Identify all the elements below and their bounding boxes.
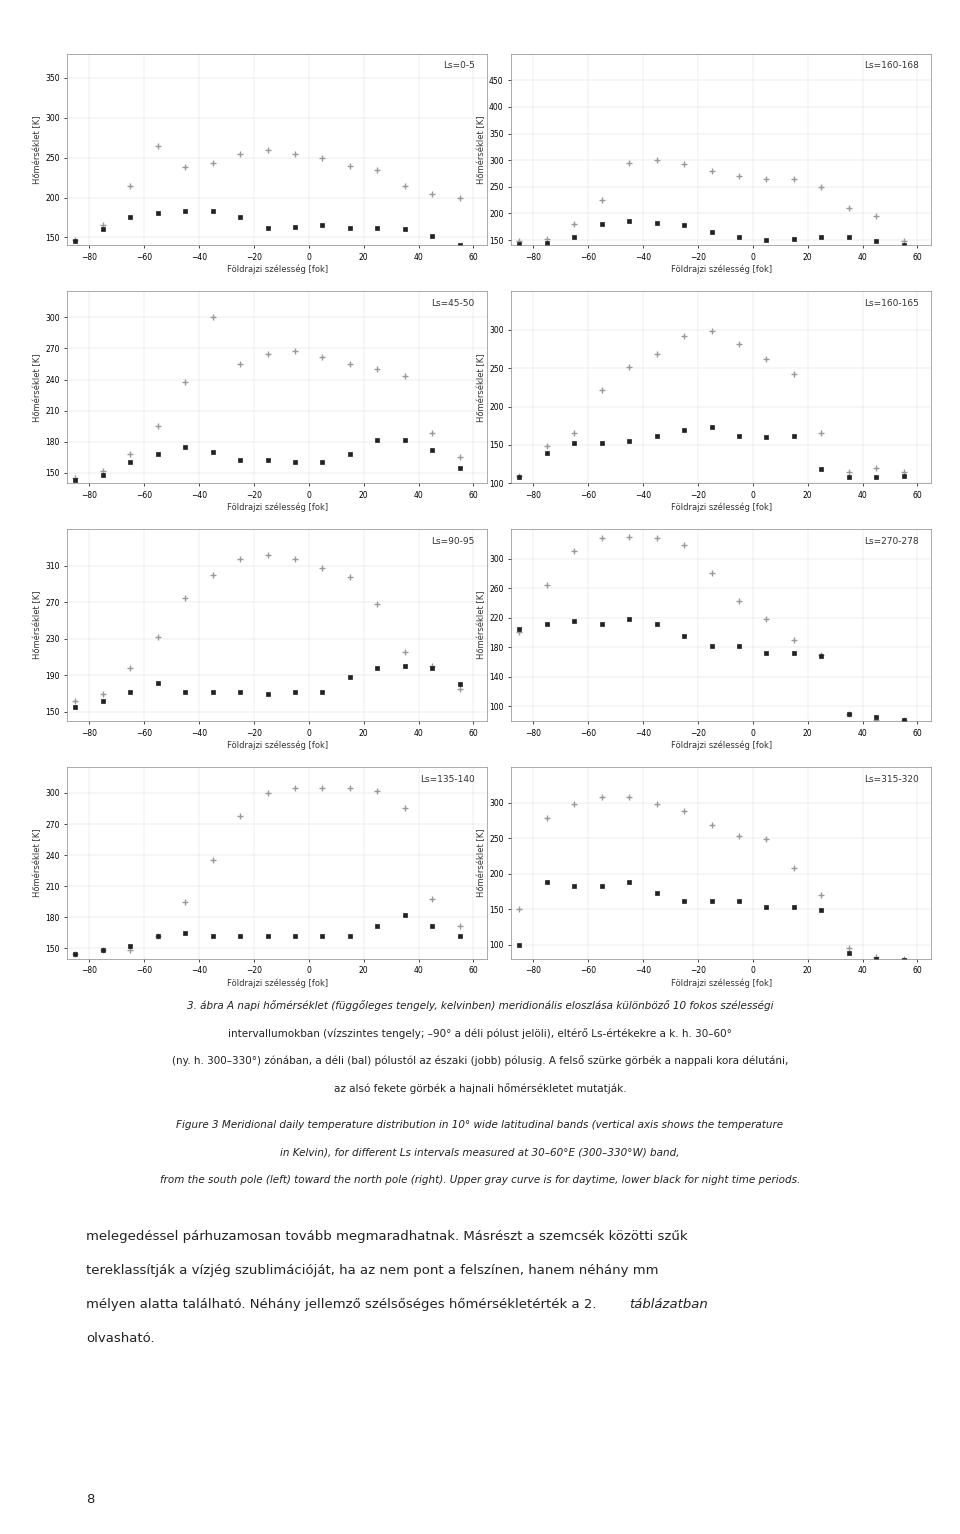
Text: Ls=270-278: Ls=270-278: [864, 537, 919, 546]
Text: Ls=160-168: Ls=160-168: [864, 61, 919, 71]
Text: 3. ábra A napi hőmérséklet (függőleges tengely, kelvinben) meridionális eloszlás: 3. ábra A napi hőmérséklet (függőleges t…: [187, 1000, 773, 1011]
Y-axis label: Hőmérséklet [K]: Hőmérséklet [K]: [477, 591, 486, 660]
X-axis label: Földrajzi szélesség [fok]: Földrajzi szélesség [fok]: [227, 979, 327, 988]
Y-axis label: Hőmérséklet [K]: Hőmérséklet [K]: [34, 353, 42, 422]
Text: in Kelvin), for different Ls intervals measured at 30–60°E (300–330°W) band,: in Kelvin), for different Ls intervals m…: [280, 1147, 680, 1158]
Text: mélyen alatta található. Néhány jellemző szélsőséges hőmérsékletérték a 2.: mélyen alatta található. Néhány jellemző…: [86, 1298, 601, 1312]
Text: Ls=160-165: Ls=160-165: [864, 299, 919, 308]
X-axis label: Földrajzi szélesség [fok]: Földrajzi szélesség [fok]: [671, 979, 772, 988]
Text: Ls=0-5: Ls=0-5: [443, 61, 474, 71]
Y-axis label: Hőmérséklet [K]: Hőmérséklet [K]: [477, 828, 486, 897]
X-axis label: Földrajzi szélesség [fok]: Földrajzi szélesség [fok]: [671, 265, 772, 275]
Text: Ls=315-320: Ls=315-320: [864, 775, 919, 784]
Text: intervallumokban (vízszintes tengely; –90° a déli pólust jelöli), eltérő Ls-érté: intervallumokban (vízszintes tengely; –9…: [228, 1028, 732, 1039]
Text: melegedéssel párhuzamosan tovább megmaradhatnak. Másrészt a szemcsék közötti szű: melegedéssel párhuzamosan tovább megmara…: [86, 1230, 688, 1243]
Text: táblázatban: táblázatban: [629, 1298, 708, 1310]
Text: (ny. h. 300–330°) zónában, a déli (bal) pólustól az északi (jobb) pólusig. A fel: (ny. h. 300–330°) zónában, a déli (bal) …: [172, 1055, 788, 1066]
Y-axis label: Hőmérséklet [K]: Hőmérséklet [K]: [477, 115, 486, 184]
Text: Figure 3 Meridional daily temperature distribution in 10° wide latitudinal bands: Figure 3 Meridional daily temperature di…: [177, 1120, 783, 1131]
Text: olvasható.: olvasható.: [86, 1332, 155, 1344]
X-axis label: Földrajzi szélesség [fok]: Földrajzi szélesség [fok]: [227, 265, 327, 275]
Text: 8: 8: [86, 1494, 95, 1506]
Text: az alsó fekete görbék a hajnali hőmérsékletet mutatják.: az alsó fekete görbék a hajnali hőmérsék…: [334, 1083, 626, 1094]
Y-axis label: Hőmérséklet [K]: Hőmérséklet [K]: [34, 115, 42, 184]
Y-axis label: Hőmérséklet [K]: Hőmérséklet [K]: [477, 353, 486, 422]
Text: tereklassítják a vízjég szublimációját, ha az nem pont a felszínen, hanem néhány: tereklassítják a vízjég szublimációját, …: [86, 1264, 659, 1276]
Text: from the south pole (left) toward the north pole (right). Upper gray curve is fo: from the south pole (left) toward the no…: [160, 1175, 800, 1186]
X-axis label: Földrajzi szélesség [fok]: Földrajzi szélesség [fok]: [671, 503, 772, 512]
Y-axis label: Hőmérséklet [K]: Hőmérséklet [K]: [34, 591, 42, 660]
Text: Ls=135-140: Ls=135-140: [420, 775, 474, 784]
X-axis label: Földrajzi szélesség [fok]: Földrajzi szélesség [fok]: [227, 741, 327, 750]
X-axis label: Földrajzi szélesség [fok]: Földrajzi szélesség [fok]: [671, 741, 772, 750]
X-axis label: Földrajzi szélesség [fok]: Földrajzi szélesség [fok]: [227, 503, 327, 512]
Text: Ls=90-95: Ls=90-95: [431, 537, 474, 546]
Y-axis label: Hőmérséklet [K]: Hőmérséklet [K]: [34, 828, 42, 897]
Text: Ls=45-50: Ls=45-50: [431, 299, 474, 308]
